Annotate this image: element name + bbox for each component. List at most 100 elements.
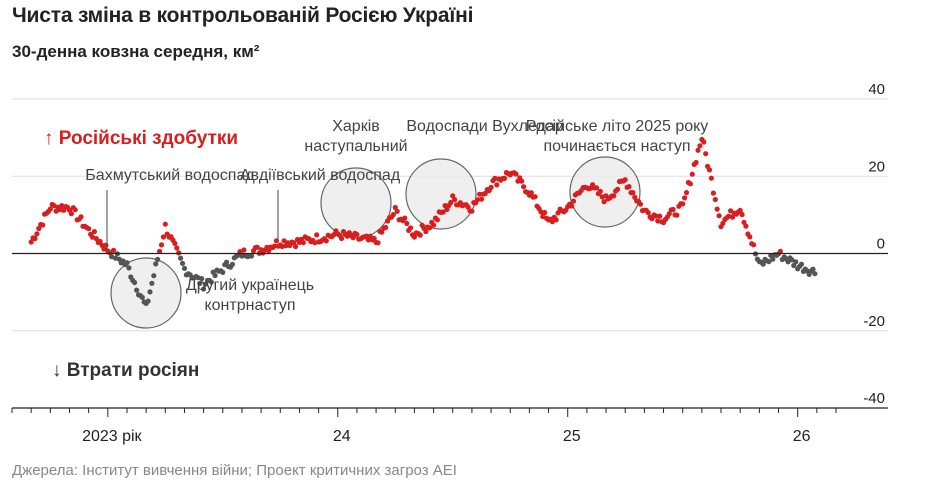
data-point: [197, 280, 203, 287]
data-point: [714, 206, 720, 212]
data-point: [743, 223, 749, 229]
data-point: [68, 211, 74, 217]
data-point: [657, 213, 663, 219]
annotation-text: Російське літо 2025 року: [526, 118, 709, 135]
x-tick-label: 25: [563, 428, 581, 445]
data-point: [689, 171, 695, 177]
x-tick-label: 2023 рік: [82, 428, 142, 445]
data-point: [614, 186, 621, 192]
data-point: [440, 209, 446, 215]
y-tick-label: -40: [863, 390, 885, 407]
data-point: [134, 287, 140, 293]
data-point: [379, 229, 385, 235]
data-point: [710, 190, 717, 196]
data-point: [145, 298, 151, 304]
data-point: [703, 151, 709, 157]
data-point: [208, 279, 214, 285]
data-point: [513, 171, 519, 177]
data-point: [201, 286, 207, 292]
data-point: [32, 235, 38, 242]
y-tick-label: 0: [877, 236, 885, 253]
data-point: [199, 276, 205, 282]
annotations: Бахмутський водоспад Другий українець конт…: [85, 118, 708, 314]
data-point: [155, 256, 161, 262]
data-point: [423, 228, 429, 235]
data-point: [789, 257, 795, 263]
annotation-text: Авдіївський водоспад: [240, 167, 401, 184]
data-point: [431, 222, 437, 228]
data-point: [78, 214, 84, 220]
data-point: [91, 229, 97, 235]
data-point: [477, 191, 483, 197]
y-tick-label: -20: [863, 313, 885, 330]
data-point: [444, 206, 450, 212]
data-point: [611, 193, 617, 199]
data-point: [390, 212, 396, 218]
data-point: [751, 242, 757, 248]
annotation-text: починається наступ: [543, 138, 690, 155]
data-point: [482, 190, 488, 197]
data-point: [323, 238, 329, 244]
data-point: [810, 266, 816, 272]
data-point: [695, 147, 701, 153]
data-point: [86, 226, 92, 232]
gain-label: ↑ Російські здобутки: [44, 128, 238, 149]
data-point: [427, 225, 433, 231]
annotation-text: наступальний: [304, 138, 407, 155]
annotation-circle: [405, 158, 477, 230]
data-point: [488, 184, 494, 190]
data-point: [739, 211, 745, 218]
y-tick-label: 40: [868, 81, 885, 98]
data-point: [383, 224, 389, 231]
data-point: [162, 221, 168, 227]
data-point: [747, 234, 753, 240]
data-point: [798, 261, 805, 267]
data-point: [569, 203, 575, 209]
data-point: [521, 184, 527, 190]
annotation-circle: [569, 156, 641, 228]
data-point: [375, 240, 381, 246]
data-point: [109, 254, 115, 260]
data-point: [637, 201, 644, 207]
data-point: [36, 225, 42, 232]
data-point: [350, 235, 356, 241]
data-point: [40, 222, 46, 228]
data-point: [770, 256, 776, 262]
data-point: [339, 235, 345, 242]
data-point: [519, 178, 525, 184]
data-point: [34, 231, 40, 237]
data-point: [402, 215, 408, 221]
data-point: [716, 213, 722, 219]
data-point: [224, 259, 230, 265]
y-axis: 40 20 0 -20 -40: [863, 81, 885, 407]
data-point: [241, 247, 247, 253]
data-point: [542, 209, 548, 216]
data-point: [132, 279, 138, 286]
data-point: [404, 220, 410, 226]
data-point: [674, 212, 680, 218]
data-point: [293, 243, 299, 250]
annotation-circle: [320, 167, 392, 239]
data-point: [475, 197, 481, 203]
data-points: [28, 136, 818, 306]
data-point: [532, 194, 538, 200]
data-point: [153, 261, 159, 267]
data-point: [126, 265, 132, 271]
data-point: [394, 208, 400, 214]
data-point: [354, 231, 360, 238]
annotation-circle: [110, 257, 182, 329]
data-point: [701, 139, 707, 145]
data-point: [239, 253, 245, 259]
data-point: [452, 197, 458, 203]
data-point: [371, 235, 377, 242]
data-point: [630, 190, 636, 196]
data-point: [597, 188, 603, 194]
data-point: [111, 247, 117, 253]
data-point: [670, 206, 676, 213]
data-point: [706, 167, 713, 173]
data-point: [683, 190, 690, 196]
data-point: [411, 234, 417, 240]
data-point: [760, 261, 766, 267]
data-point: [687, 181, 694, 187]
data-point: [528, 190, 534, 196]
